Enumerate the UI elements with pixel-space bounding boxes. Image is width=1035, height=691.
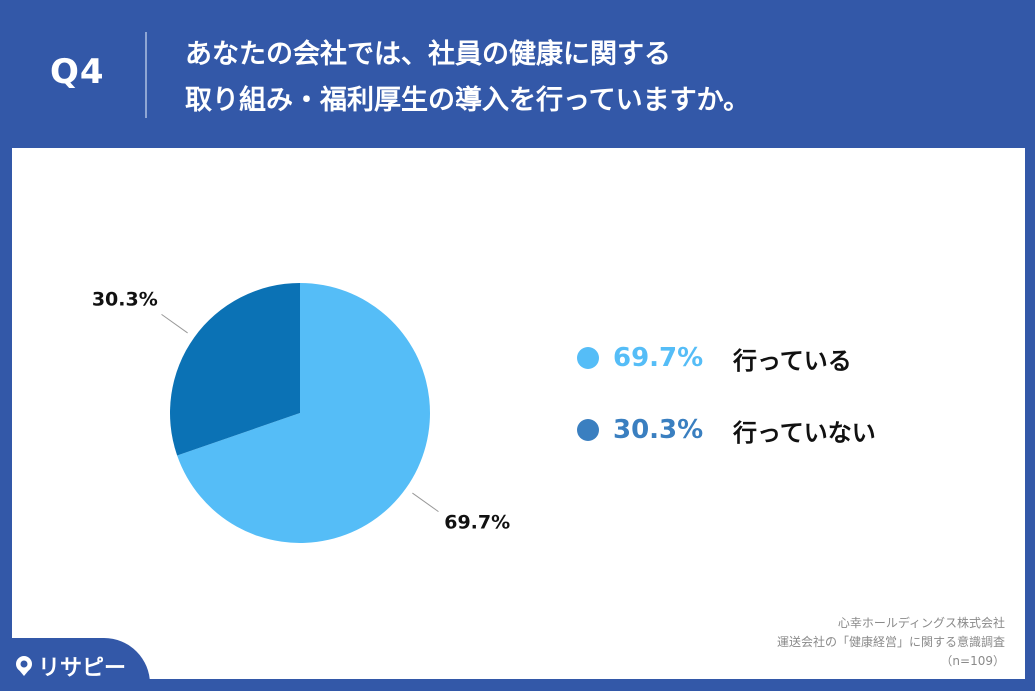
source-survey: 運送会社の「健康経営」に関する意識調査 [776,635,1005,649]
leader-line-no [161,313,188,334]
legend-percent-yes: 69.7% [613,343,704,373]
leader-line-yes [412,492,439,513]
source-company: 心幸ホールディングス株式会社 [837,616,1005,630]
legend-item-no: 30.3% 行っていない [577,410,876,450]
question-text: あなたの会社では、社員の健康に関する 取り組み・福利厚生の導入を行っていますか。 [185,32,750,124]
chart-panel: 69.7% 30.3% 69.7% 行っている 30.3% 行っていない 心幸ホー… [12,148,1025,679]
pie-slice-yes [177,283,430,543]
question-line-2: 取り組み・福利厚生の導入を行っていますか。 [185,85,751,116]
legend: 69.7% 行っている 30.3% 行っていない [577,338,876,482]
source-sample-size: （n=109） [940,654,1005,668]
data-label-yes: 69.7% [444,512,510,534]
legend-label-no: 行っていない [733,418,876,447]
pie-slice-no [169,283,300,456]
pin-icon [16,656,32,676]
brand-logo: リサピー [14,650,126,682]
legend-dot-yes [577,347,599,369]
source-note: 心幸ホールディングス株式会社 運送会社の「健康経営」に関する意識調査 （n=10… [777,614,1005,671]
logo-text: リサピー [38,656,127,681]
header-bar: Q4 あなたの会社では、社員の健康に関する 取り組み・福利厚生の導入を行っていま… [0,0,1035,148]
question-line-1: あなたの会社では、社員の健康に関する [185,39,671,70]
legend-item-yes: 69.7% 行っている [577,338,876,378]
header-divider [145,32,147,118]
data-label-no: 30.3% [92,288,158,310]
legend-label-yes: 行っている [733,346,852,375]
question-number: Q4 [50,52,105,92]
legend-dot-no [577,419,599,441]
legend-percent-no: 30.3% [613,415,704,445]
pie-chart: 69.7% 30.3% [92,283,510,543]
